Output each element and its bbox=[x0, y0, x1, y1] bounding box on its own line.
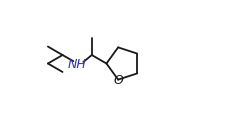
Text: O: O bbox=[113, 73, 123, 86]
Text: NH: NH bbox=[68, 58, 87, 70]
